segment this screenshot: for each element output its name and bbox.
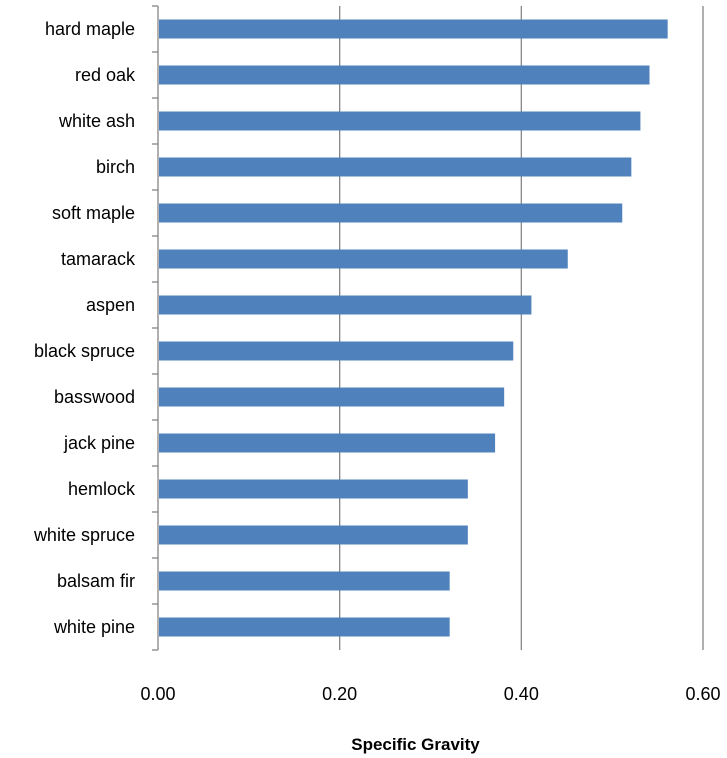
bar xyxy=(159,525,468,545)
category-label: hemlock xyxy=(68,479,136,499)
bar xyxy=(159,433,496,453)
category-label: black spruce xyxy=(34,341,135,361)
category-labels: hard maple red oak white ash birch soft mapl… xyxy=(33,19,136,637)
x-tick-label: 0.20 xyxy=(322,684,357,704)
bar xyxy=(159,157,632,177)
bar xyxy=(159,479,468,499)
bars xyxy=(159,19,668,637)
category-label: balsam fir xyxy=(57,571,135,591)
category-label: basswood xyxy=(54,387,135,407)
category-label: tamarack xyxy=(61,249,136,269)
x-axis-title: Specific Gravity xyxy=(351,735,480,754)
x-tick-label: 0.40 xyxy=(504,684,539,704)
category-label: birch xyxy=(96,157,135,177)
bar xyxy=(159,387,505,407)
category-label: white pine xyxy=(53,617,135,637)
category-label: red oak xyxy=(75,65,136,85)
axes xyxy=(152,5,159,651)
category-label: jack pine xyxy=(63,433,135,453)
bar xyxy=(159,111,641,131)
category-label: aspen xyxy=(86,295,135,315)
x-tick-label: 0.00 xyxy=(140,684,175,704)
bar xyxy=(159,341,514,361)
category-label: soft maple xyxy=(52,203,135,223)
tick-labels: 0.00 0.20 0.40 0.60 xyxy=(140,684,720,704)
bar xyxy=(159,65,650,85)
bar xyxy=(159,19,668,39)
category-label: white ash xyxy=(58,111,135,131)
category-label: hard maple xyxy=(45,19,135,39)
bar xyxy=(159,203,623,223)
bar xyxy=(159,295,532,315)
bar xyxy=(159,617,450,637)
category-label: white spruce xyxy=(33,525,135,545)
bar xyxy=(159,571,450,591)
bar xyxy=(159,249,568,269)
x-tick-label: 0.60 xyxy=(685,684,720,704)
gridlines xyxy=(339,6,704,650)
